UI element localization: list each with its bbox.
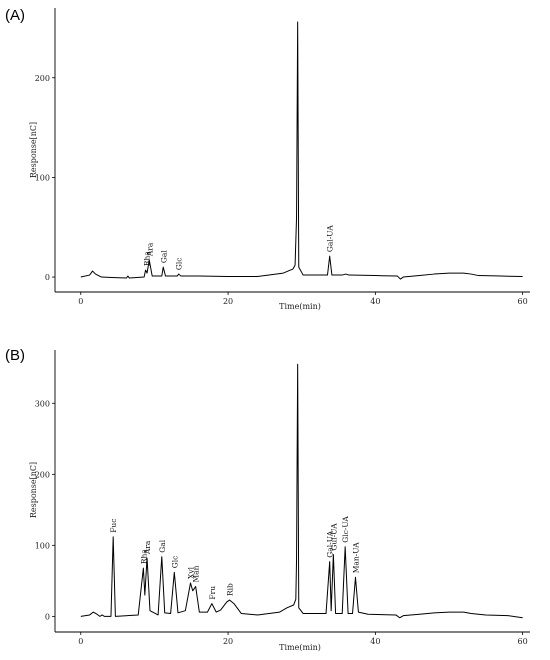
axis-ticks: [52, 402, 524, 635]
x-tick-label: 20: [223, 637, 233, 646]
x-tick-label: 60: [518, 297, 528, 306]
peak-label: Rha: [142, 251, 151, 266]
peak-label: Man-UA: [352, 542, 361, 574]
peak-label: Ara: [145, 242, 154, 257]
y-tick-label: 200: [35, 74, 50, 83]
y-axis-label: Response[nC]: [29, 122, 38, 178]
x-axis-label: Time(min): [279, 643, 321, 652]
chromatogram-trace: [80, 21, 523, 280]
peak-label: Rha: [139, 549, 148, 564]
peak-label: Rib: [226, 583, 235, 596]
panel-label-b: (B): [5, 347, 25, 364]
peak-label: Gal: [158, 539, 167, 552]
peak-label: Gal-UA: [326, 530, 335, 557]
x-tick-label: 40: [370, 637, 380, 646]
panel-label-a: (A): [5, 7, 25, 24]
y-tick-labels: 0 100 200 300: [35, 399, 50, 621]
peak-label: Gal-UA: [326, 225, 335, 252]
chromatogram-trace: [80, 363, 523, 619]
axis-ticks: [52, 77, 524, 295]
peak-label: Gul-UA: [329, 523, 338, 551]
x-tick-labels: 0 20 40 60: [78, 637, 528, 646]
peak-label: Glc: [175, 258, 184, 271]
peak-labels: Fuc Rha Ara Gal Glc Xyl Man Fru Rib Gal-…: [109, 516, 360, 600]
y-tick-label: 0: [45, 273, 50, 282]
x-tick-label: 0: [78, 637, 83, 646]
x-tick-label: 20: [223, 297, 233, 306]
peak-label: Fru: [208, 586, 217, 600]
chart-panel-b: (B) 0 100 200 300 0 20 40 60 Time(min) R…: [5, 347, 530, 652]
x-tick-label: 60: [518, 637, 528, 646]
y-tick-label: 0: [45, 612, 50, 621]
peak-label: Xyl: [187, 566, 196, 579]
peak-label: Glc: [170, 556, 179, 569]
peak-label: Ara: [143, 540, 152, 555]
peak-labels: Rha Ara Gal Glc Gal-UA: [142, 225, 334, 270]
peak-label: Gal: [159, 250, 168, 263]
chart-panel-a: (A) 0 100 200 0 20 40 60 Time(min) Respo…: [5, 7, 530, 311]
y-tick-label: 300: [35, 399, 50, 408]
y-axis-label: Response[nC]: [29, 462, 38, 518]
peak-label: Glc-UA: [341, 516, 350, 543]
x-tick-labels: 0 20 40 60: [78, 297, 528, 306]
x-tick-label: 0: [78, 297, 83, 306]
peak-label: Man: [192, 565, 201, 582]
y-tick-labels: 0 100 200: [35, 74, 50, 282]
y-tick-label: 200: [35, 470, 50, 479]
y-tick-label: 100: [35, 541, 50, 550]
y-tick-label: 100: [35, 173, 50, 182]
peak-label: Fuc: [109, 519, 118, 533]
x-axis-label: Time(min): [279, 302, 321, 311]
x-tick-label: 40: [370, 297, 380, 306]
